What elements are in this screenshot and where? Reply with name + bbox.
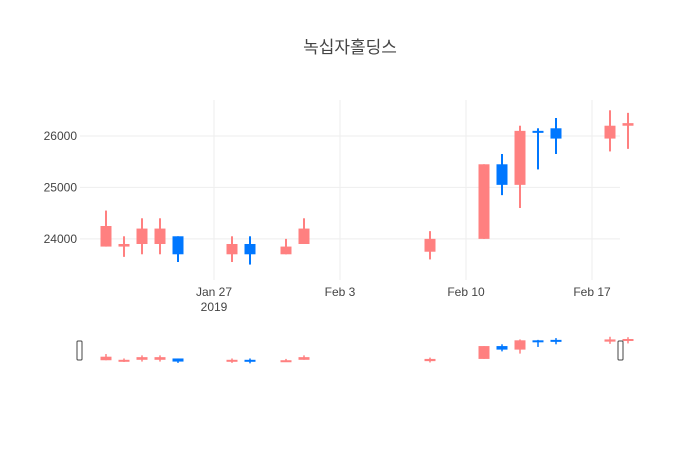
candle[interactable] <box>514 125 526 208</box>
rangeslider-candle <box>280 358 292 363</box>
candle[interactable] <box>118 236 130 257</box>
candle-body <box>136 228 148 244</box>
candle-body <box>118 244 130 247</box>
candle[interactable] <box>298 218 310 244</box>
chart-title: 녹십자홀딩스 <box>303 38 397 57</box>
rangeslider-candle-body <box>424 358 436 362</box>
rangeslider-candle <box>514 339 526 354</box>
rangeslider-candle <box>478 346 490 359</box>
candle[interactable] <box>280 238 292 255</box>
x-tick-label: Feb 17 <box>573 285 611 299</box>
y-tick-label: 24000 <box>44 232 78 246</box>
rangeslider-handle-left[interactable] <box>76 340 83 361</box>
x-tick-label: Feb 3 <box>325 285 356 299</box>
rangeslider-candle <box>100 354 112 361</box>
candle-body <box>172 236 184 255</box>
candle[interactable] <box>550 118 562 154</box>
candle[interactable] <box>478 164 490 239</box>
candle-body <box>496 164 508 185</box>
candle-body <box>226 244 238 255</box>
rangeslider-candle <box>532 339 544 347</box>
candle[interactable] <box>244 236 256 265</box>
rangeslider-candle <box>118 358 130 363</box>
candle-body <box>424 238 436 252</box>
candle-body <box>550 128 562 139</box>
candle[interactable] <box>622 112 634 149</box>
rangeslider-candle <box>550 338 562 345</box>
rangeslider-candle-body <box>244 359 256 362</box>
candle[interactable] <box>424 231 436 260</box>
rangeslider-candle-body <box>622 338 634 341</box>
rangeslider-candle-body <box>280 360 292 363</box>
candle[interactable] <box>100 210 112 247</box>
y-axis-tick-labels: 24000 25000 26000 <box>44 129 78 246</box>
rangeslider-candle-body <box>100 356 112 361</box>
x-tick-label: Feb 10 <box>447 285 485 299</box>
candle[interactable] <box>226 236 238 262</box>
candle-body <box>514 130 526 185</box>
x-tick-sublabel: 2019 <box>201 300 228 314</box>
rangeslider-candle-body <box>514 340 526 350</box>
candle-body <box>280 246 292 255</box>
x-gridlines <box>213 100 593 280</box>
rangeslider-candle <box>496 344 508 352</box>
rangeslider-handle-right[interactable] <box>617 340 624 361</box>
rangeslider-candle-body <box>550 339 562 342</box>
rangeslider-candle-body <box>136 357 148 360</box>
candle-body <box>478 164 490 239</box>
candle[interactable] <box>154 218 166 255</box>
candle[interactable] <box>496 154 508 196</box>
candle-body <box>604 125 616 139</box>
rangeslider-candle-body <box>118 359 130 362</box>
rangeslider-candle-body <box>532 340 544 343</box>
rangeslider-candle-body <box>298 357 310 360</box>
rangeslider-candle <box>604 336 616 344</box>
candle-body <box>154 228 166 244</box>
x-tick-label: Jan 27 <box>196 285 232 299</box>
y-gridlines <box>80 135 620 240</box>
rangeslider-candle-body <box>478 346 490 359</box>
rangeslider-candle <box>136 355 148 362</box>
rangeslider-candle-body <box>604 339 616 342</box>
range-slider[interactable] <box>76 336 634 364</box>
rangeslider-candle <box>298 355 310 360</box>
rangeslider-candle-body <box>154 357 166 360</box>
rangeslider-candle-body <box>496 346 508 350</box>
candle-body <box>298 228 310 244</box>
rangeslider-candle <box>622 337 634 344</box>
candle[interactable] <box>172 236 184 262</box>
rangeslider-candle <box>226 358 238 363</box>
candle[interactable] <box>136 218 148 255</box>
y-tick-label: 25000 <box>44 180 78 194</box>
candle[interactable] <box>532 128 544 170</box>
rangeslider-candle <box>424 357 436 363</box>
candle-body <box>532 130 544 133</box>
candle-body <box>100 226 112 247</box>
candle-body <box>622 123 634 126</box>
y-tick-label: 26000 <box>44 129 78 143</box>
candles[interactable] <box>100 110 634 265</box>
candle[interactable] <box>604 110 616 152</box>
rangeslider-candle-body <box>172 358 184 362</box>
rangeslider-candle-body <box>226 359 238 362</box>
rangeslider-candle <box>154 355 166 362</box>
rangeslider-candle <box>244 358 256 364</box>
rangeslider-candle <box>172 358 184 363</box>
candle-body <box>244 244 256 255</box>
